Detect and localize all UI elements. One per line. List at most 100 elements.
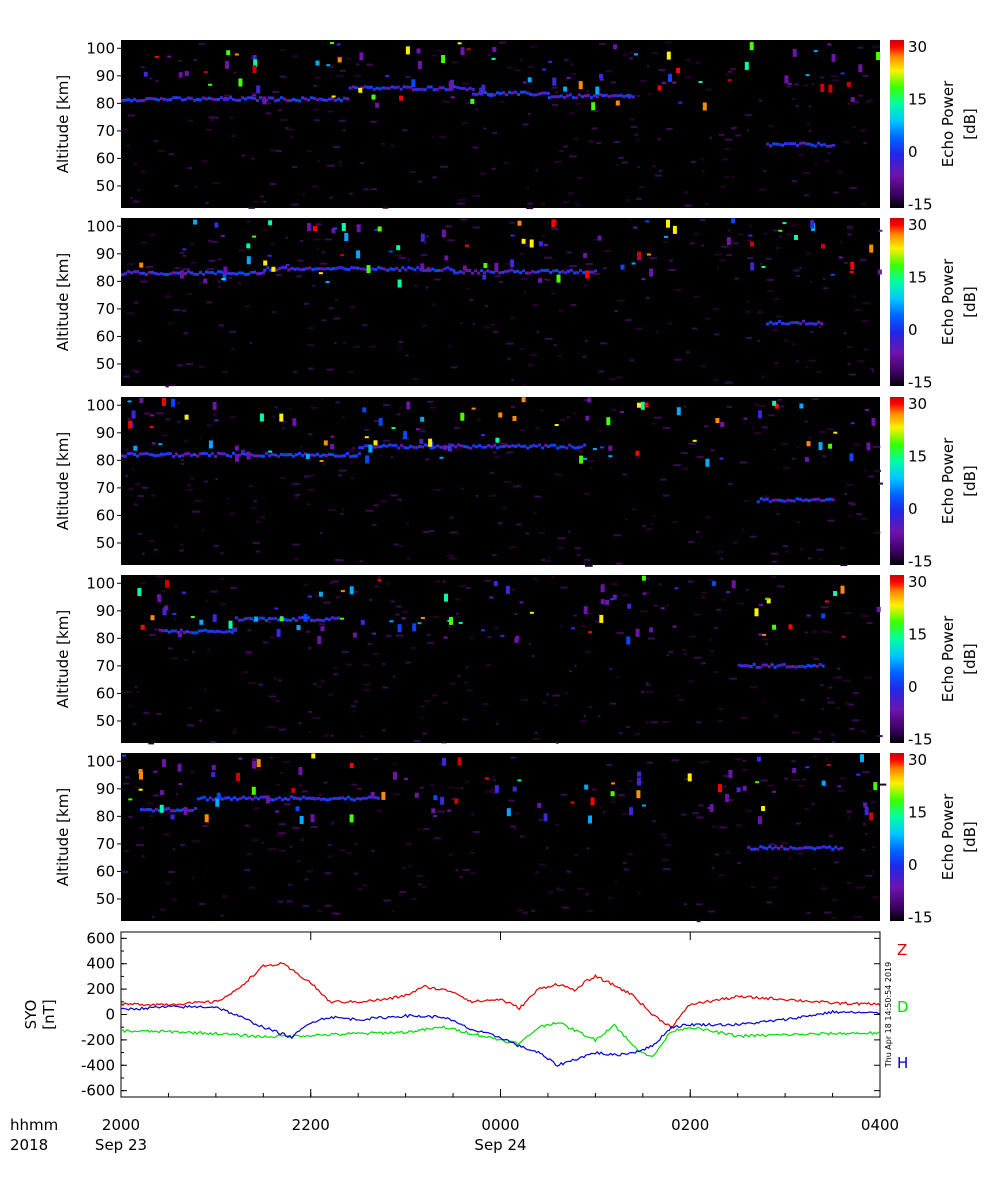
echo-cell [172,271,175,275]
noise-cell [551,576,555,579]
noise-cell [433,837,441,840]
echo-cell [142,99,145,103]
noise-cell [551,103,559,106]
noise-cell [842,679,851,682]
echo-cell [447,809,452,812]
noise-cell [201,160,209,163]
echo-cell [310,96,313,100]
echo-cell [229,454,232,458]
noise-cell [861,202,867,205]
echo-cell [471,407,476,410]
echo-cell [297,616,301,620]
noise-cell [726,405,733,408]
noise-cell [439,762,444,765]
y-axis-title: Altitude [km] [54,432,72,530]
echo-cell [457,42,462,45]
echo-cell [325,798,329,802]
echo-cell [475,93,478,97]
noise-cell [328,110,334,113]
noise-cell [802,778,806,781]
echo-cell [529,239,534,248]
noise-cell [322,251,326,254]
echo-cell [229,96,232,100]
noise-cell [696,816,704,819]
noise-cell [397,498,402,501]
echo-cell [795,847,799,851]
noise-cell [370,120,378,123]
echo-cell [761,266,766,268]
echo-cell [231,628,236,631]
noise-cell [646,761,653,764]
echo-cell [672,625,677,628]
noise-cell [811,655,815,658]
noise-cell [820,630,829,633]
noise-cell [488,54,491,57]
echo-cell [146,808,149,812]
noise-cell [717,720,723,722]
noise-cell [327,855,332,858]
noise-cell [194,500,202,502]
echo-cell [340,617,344,620]
noise-cell [450,516,454,519]
echo-cell [479,87,484,96]
echo-cell [876,52,880,60]
noise-cell [806,122,810,125]
echo-cell [401,617,406,620]
echo-cell [544,443,548,447]
echo-cell [818,442,823,451]
echo-cell [811,143,815,147]
noise-cell [500,93,506,96]
echo-cell [205,452,208,456]
echo-cell [211,798,215,802]
noise-cell [582,561,586,564]
echo-cell [157,272,160,276]
noise-cell [133,503,138,506]
noise-cell [816,370,822,373]
noise-cell [813,738,820,741]
echo-cell [820,83,825,92]
noise-cell [148,634,157,636]
noise-cell [587,910,593,913]
echo-cell [175,96,178,100]
echo-cell [799,322,803,326]
noise-cell [336,56,343,59]
noise-cell [262,201,267,203]
echo-cell [522,269,526,273]
noise-cell [324,238,333,241]
echo-cell [163,97,166,101]
echo-cell [295,453,298,457]
noise-cell [871,870,875,873]
noise-cell [879,783,887,786]
echo-cell [271,452,274,456]
echo-cell [390,85,394,89]
noise-cell [198,365,206,368]
echo-cell [341,266,345,270]
echo-cell [211,271,214,275]
echo-cell [221,630,225,634]
noise-cell [136,843,144,846]
noise-cell [335,401,340,404]
noise-cell [579,450,584,453]
echo-cell [228,620,233,629]
noise-cell [779,235,783,238]
echo-cell [523,90,526,94]
y-tick-label: -600 [81,1082,115,1100]
noise-cell [849,514,853,517]
noise-cell [621,161,629,164]
echo-cell [299,816,304,824]
echo-cell [235,797,239,801]
noise-cell [560,793,568,796]
echo-cell [711,581,716,587]
noise-cell [416,874,423,877]
echo-cell [327,618,331,621]
echo-cell [320,267,324,271]
echo-cell [175,452,178,456]
echo-cell [762,846,766,850]
echo-layers [158,615,825,669]
noise-cell [269,756,273,759]
noise-cell [737,602,745,605]
noise-cell [306,630,311,633]
noise-cell [786,85,792,88]
echo-cell [564,271,568,275]
